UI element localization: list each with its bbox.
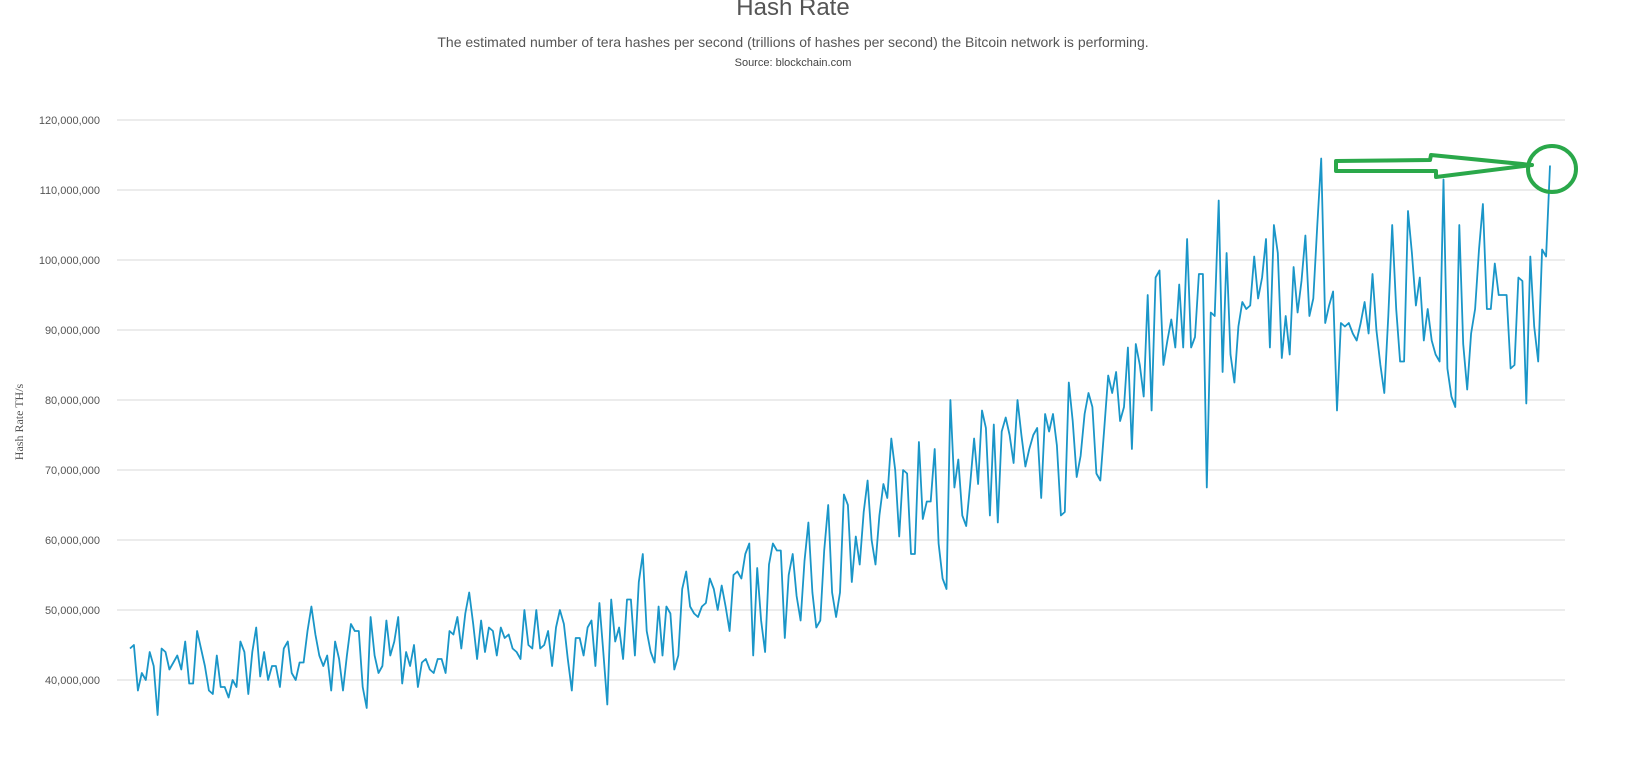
y-tick-label: 100,000,000: [39, 255, 100, 267]
chart-source: Source: blockchain.com: [734, 57, 852, 69]
y-axis-title: Hash Rate TH/s: [12, 383, 26, 460]
y-tick-label: 110,000,000: [40, 185, 100, 197]
series-line: [129, 157, 1551, 716]
y-tick-label: 40,000,000: [45, 675, 100, 687]
y-tick-label: 80,000,000: [45, 395, 100, 407]
y-tick-label: 90,000,000: [45, 325, 100, 337]
chart-title: Hash Rate: [736, 0, 850, 21]
circle-annotation: [1526, 144, 1578, 194]
arrow-annotation: [1334, 153, 1534, 179]
y-tick-label: 50,000,000: [45, 605, 100, 617]
chart-subtitle: The estimated number of tera hashes per …: [437, 34, 1149, 50]
y-tick-label: 70,000,000: [45, 465, 100, 477]
y-tick-label: 120,000,000: [39, 115, 100, 127]
y-tick-label: 60,000,000: [45, 535, 100, 547]
